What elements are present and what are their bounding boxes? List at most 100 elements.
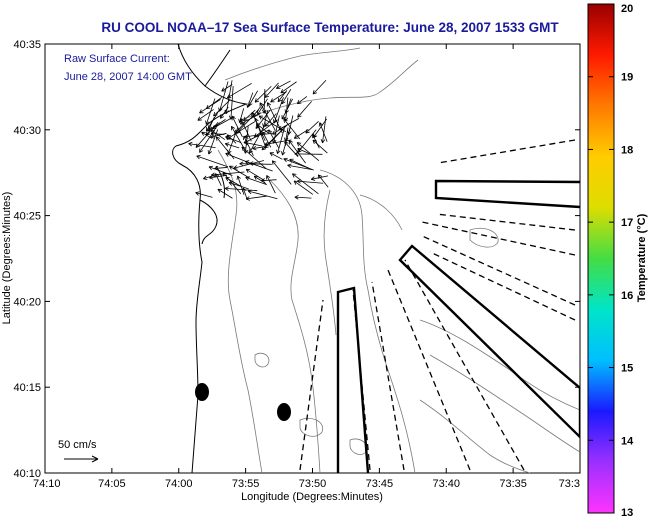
current-vector-head: [284, 141, 289, 144]
current-vector-head: [273, 119, 275, 124]
current-vector: [245, 168, 265, 181]
current-vector: [297, 148, 310, 155]
current-vector: [210, 133, 225, 135]
current-vector-head: [294, 153, 299, 157]
current-vector: [319, 122, 328, 142]
current-vector-head: [281, 116, 286, 120]
current-vector-head: [276, 149, 278, 154]
current-vector-head: [264, 141, 269, 145]
contour-ridge: [359, 194, 403, 231]
current-vector: [292, 173, 319, 195]
current-vector-head: [228, 182, 233, 186]
sector-southeast: [398, 244, 580, 439]
current-vector: [264, 124, 288, 149]
current-vector-head: [219, 108, 223, 112]
current-vector: [225, 143, 240, 149]
current-vector: [215, 173, 222, 186]
scale-label: 50 cm/s: [58, 439, 97, 451]
current-vector-head: [214, 165, 219, 169]
current-vector-head: [245, 177, 249, 181]
x-tick-label: 73:45: [366, 478, 394, 490]
x-axis-label: Longitude (Degrees:Minutes): [241, 491, 383, 503]
current-vector: [252, 146, 267, 150]
current-vector-head: [319, 122, 324, 126]
colorbar-label: Temperature (°C): [636, 213, 648, 302]
current-vector-head: [288, 140, 291, 145]
current-vector: [288, 115, 294, 135]
current-vector-head: [203, 175, 207, 180]
current-vector-head: [318, 174, 323, 177]
current-vector-head: [201, 132, 205, 136]
current-vector-head: [239, 163, 244, 167]
current-vector-head: [210, 133, 215, 136]
current-vector-head: [188, 141, 193, 145]
current-vector-head: [239, 161, 244, 165]
current-vector: [294, 129, 309, 139]
x-tick-label: 73:35: [499, 478, 527, 490]
current-vector-head: [261, 109, 265, 114]
current-vector-head: [252, 145, 257, 149]
current-vector: [229, 165, 250, 179]
current-vector-head: [252, 148, 257, 151]
current-vector-head: [287, 130, 289, 135]
current-vector-head: [225, 135, 230, 138]
scale-arrow: [64, 455, 99, 463]
current-vector: [273, 97, 284, 124]
contour-shelf: [239, 59, 419, 121]
colorbar-tick-label: 19: [621, 72, 633, 84]
current-vector-head: [296, 99, 300, 104]
y-tick-label: 40:35: [13, 39, 41, 51]
current-vector: [317, 174, 329, 188]
current-vector-head: [273, 120, 278, 124]
contour-mid: [269, 179, 321, 473]
current-vector-head: [222, 171, 227, 175]
current-vector-head: [297, 148, 299, 153]
current-vector-head: [255, 118, 259, 122]
current-vector: [269, 152, 283, 160]
current-vector-head: [281, 101, 286, 105]
current-vector: [312, 139, 328, 154]
current-vector: [242, 187, 248, 200]
current-vector: [305, 121, 319, 134]
current-vector-head: [261, 148, 267, 151]
current-vector-head: [256, 123, 261, 125]
current-vector-head: [265, 124, 270, 127]
current-vector: [240, 118, 252, 142]
y-tick-label: 40:30: [13, 125, 41, 137]
current-vector: [272, 160, 292, 185]
current-vector: [219, 81, 229, 112]
current-vector-head: [236, 131, 241, 134]
current-vector: [247, 92, 254, 108]
current-vector-head: [233, 167, 238, 170]
current-vector: [196, 155, 229, 168]
current-vector-head: [312, 92, 317, 95]
colorbar-tick-label: 18: [621, 144, 633, 156]
current-vector-head: [226, 134, 231, 137]
beam-4: [387, 269, 471, 471]
current-vector-head: [297, 113, 299, 118]
current-vector: [281, 88, 292, 105]
current-vector: [297, 101, 312, 118]
colorbar-tick-label: 13: [621, 507, 633, 518]
current-vector-head: [294, 196, 299, 200]
x-axis-ticks: 74:10 74:05 74:00 73:55 73:50 73:45 73:40 73:35…: [33, 44, 581, 490]
current-vector-head: [243, 119, 248, 121]
current-vector: [225, 80, 233, 114]
current-vector-head: [320, 138, 323, 144]
current-vector: [201, 131, 213, 139]
current-vector-head: [285, 138, 289, 142]
mask-blob-1: [195, 383, 209, 401]
current-vector-head: [209, 177, 214, 180]
annotation-line-2: June 28, 2007 14:00 GMT: [64, 71, 192, 83]
current-vector-head: [245, 169, 249, 173]
current-vector-head: [252, 114, 257, 118]
current-vector-head: [259, 102, 264, 106]
current-vector-head: [310, 176, 315, 180]
current-vector-head: [199, 109, 202, 114]
current-vector: [288, 140, 306, 164]
current-vector-head: [282, 151, 286, 156]
current-vector-head: [292, 173, 295, 178]
current-vector-head: [255, 126, 260, 129]
current-vector-head: [197, 116, 201, 121]
contour-east3: [419, 399, 531, 473]
